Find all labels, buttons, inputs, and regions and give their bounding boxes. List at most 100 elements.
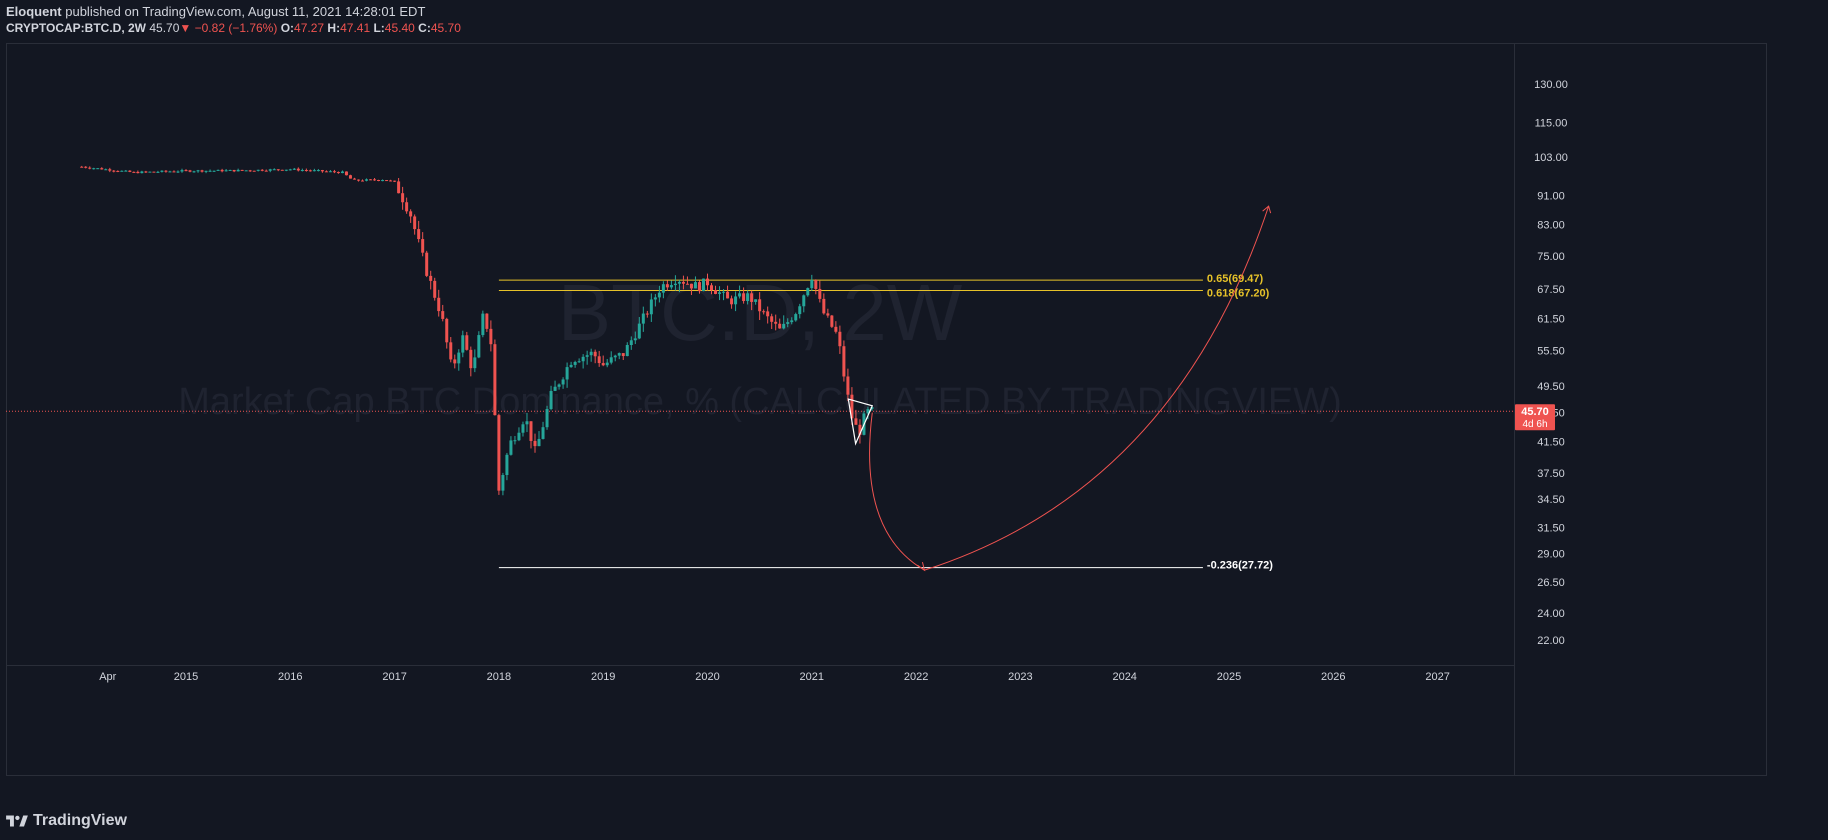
candle-body: [272, 169, 276, 171]
candle-body: [88, 167, 92, 169]
candle-body: [244, 170, 248, 172]
chart-canvas[interactable]: BTC.D, 2W Market Cap BTC Dominance, % (CA…: [6, 43, 1767, 776]
chart-pane[interactable]: BTC.D, 2W Market Cap BTC Dominance, % (CA…: [6, 43, 1767, 776]
tradingview-brand[interactable]: TradingView: [6, 812, 127, 830]
candle-body: [112, 170, 116, 172]
candle-body: [858, 424, 862, 435]
time-tick-label: 2027: [1425, 671, 1449, 683]
candle-body: [762, 311, 766, 313]
price-tick-label: 61.50: [1537, 313, 1565, 325]
time-tick-label: 2022: [904, 671, 928, 683]
candle-body: [300, 169, 304, 171]
candle-body: [361, 180, 365, 182]
candle-body: [340, 171, 344, 174]
projection-arrowhead-down: [917, 562, 926, 572]
candle-body: [782, 323, 786, 329]
candle-body: [352, 178, 356, 180]
candle-body: [292, 168, 296, 170]
candle-body: [722, 291, 726, 293]
candle-body: [164, 170, 168, 172]
fib-level-label: 0.65(69.47): [1207, 273, 1264, 285]
candle-body: [673, 283, 677, 286]
candle-body: [461, 335, 465, 353]
candle-body: [381, 180, 385, 182]
candle-body: [228, 169, 232, 171]
candle-body: [437, 297, 441, 312]
candle-body: [569, 364, 573, 368]
candle-body: [742, 293, 746, 302]
candle-body: [597, 356, 601, 364]
candle-body: [128, 170, 132, 172]
candle-body: [617, 353, 621, 356]
candle-body: [268, 169, 272, 171]
fib-level-label: -0.236(27.72): [1207, 560, 1273, 572]
candle-body: [565, 367, 569, 380]
candle-body: [750, 293, 754, 302]
chart-border: [6, 43, 1767, 776]
candle-body: [706, 278, 709, 286]
close-label: C:: [418, 21, 431, 35]
candle-body: [176, 171, 180, 173]
candle-body: [324, 171, 328, 173]
high-label: H:: [327, 21, 341, 35]
candle-body: [802, 295, 806, 307]
candle-body: [180, 170, 184, 172]
candle-body: [80, 166, 84, 168]
candle-body: [421, 239, 425, 253]
candle-body: [838, 331, 842, 347]
candle-body: [601, 363, 605, 366]
candle-body: [533, 440, 537, 447]
candle-body: [192, 171, 196, 173]
candle-body: [589, 351, 593, 356]
candle-body: [537, 438, 541, 447]
candle-body: [625, 345, 629, 357]
candle-body: [593, 351, 597, 357]
candle-body: [232, 169, 236, 172]
candle-body: [469, 349, 473, 369]
symbol-label[interactable]: CRYPTOCAP:BTC.D, 2W: [6, 21, 147, 35]
time-tick-label: 2018: [487, 671, 511, 683]
candle-body: [132, 171, 136, 173]
open-label: O:: [280, 21, 295, 35]
candle-body: [260, 169, 264, 171]
candle-body: [573, 362, 577, 365]
candle-body: [152, 171, 156, 173]
candle-body: [633, 338, 637, 341]
candle-body: [140, 171, 144, 174]
candle-body: [120, 170, 124, 172]
candle-body: [397, 181, 401, 194]
candle-body: [188, 170, 192, 172]
author-name[interactable]: Eloquent: [6, 4, 62, 19]
down-arrow-icon: ▼: [179, 21, 192, 35]
candle-body: [264, 170, 268, 172]
time-tick-label: 2020: [695, 671, 719, 683]
candle-body: [441, 311, 445, 319]
candle-body: [665, 284, 669, 288]
candle-body: [425, 252, 429, 276]
price-tick-label: 31.50: [1537, 523, 1565, 535]
candle-body: [172, 171, 176, 173]
candle-body: [216, 169, 220, 171]
candle-body: [320, 170, 324, 172]
price-tick-label: 49.50: [1537, 381, 1565, 393]
candle-body: [473, 357, 477, 369]
candle-body: [124, 170, 128, 172]
price-change: −0.82 (−1.76%): [194, 21, 278, 35]
price-tick-label: 22.00: [1537, 635, 1565, 647]
candle-body: [697, 282, 701, 292]
projection-arrowhead-up: [1262, 205, 1272, 214]
candle-body: [236, 169, 240, 172]
candle-body: [770, 316, 774, 322]
candle-body: [208, 170, 212, 172]
candle-body: [689, 283, 693, 289]
publish-info: published on TradingView.com, August 11,…: [65, 4, 426, 19]
candle-body: [545, 409, 549, 428]
price-tick-label: 83.00: [1537, 219, 1565, 231]
candle-body: [681, 281, 685, 284]
candle-body: [485, 313, 489, 329]
current-price-badge: [1515, 404, 1555, 431]
candle-body: [136, 171, 140, 174]
price-tick-label: 29.00: [1537, 549, 1565, 561]
candle-body: [252, 170, 256, 172]
candle-body: [168, 171, 172, 173]
